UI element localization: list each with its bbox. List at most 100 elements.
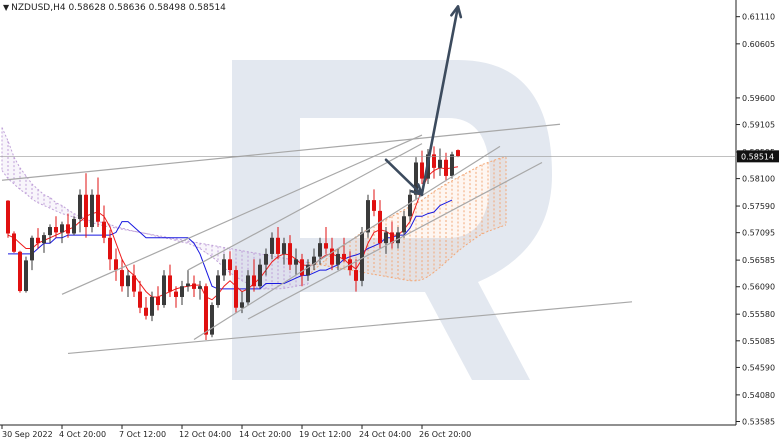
- candle: [390, 221, 394, 249]
- candle-body: [174, 291, 178, 297]
- candle: [198, 280, 202, 300]
- candle-body: [342, 253, 346, 260]
- candle-body: [366, 200, 370, 233]
- arrow-shaft: [384, 158, 424, 197]
- price-tick-label: 0.59105: [742, 121, 775, 130]
- kijun-sen-line: [8, 199, 453, 290]
- candle-body: [432, 154, 436, 168]
- candle: [66, 213, 70, 238]
- price-tick-label: 0.61110: [742, 13, 775, 22]
- candle: [126, 270, 130, 297]
- price-tick-label: 0.57095: [742, 229, 775, 238]
- collapse-triangle-icon: ▼: [3, 3, 10, 12]
- watermark-logo: [232, 60, 552, 380]
- candle-body: [78, 194, 82, 219]
- candle-body: [144, 307, 148, 316]
- price-tick-label: 0.53585: [742, 418, 775, 427]
- time-tick-label: 24 Oct 04:00: [359, 430, 411, 439]
- candle-body: [210, 305, 214, 335]
- candle: [342, 237, 346, 262]
- candle: [282, 237, 286, 265]
- candle-body: [12, 233, 16, 252]
- candle: [210, 302, 214, 338]
- candle: [456, 149, 460, 158]
- candle-body: [96, 194, 100, 222]
- candle-body: [108, 237, 112, 260]
- candle: [258, 259, 262, 289]
- candle-body: [162, 275, 166, 306]
- candle-body: [60, 224, 64, 233]
- time-tick-label: 7 Oct 12:00: [119, 430, 166, 439]
- time-tick-label: 19 Oct 12:00: [299, 430, 351, 439]
- price-tick-label: 0.54080: [742, 391, 775, 400]
- candle-body: [84, 194, 88, 228]
- price-tick-label: 0.59600: [742, 94, 775, 103]
- candle: [354, 259, 358, 292]
- candle: [42, 232, 46, 253]
- candle-body: [90, 194, 94, 228]
- time-axis: 30 Sep 2022 4 Oct 20:00 7 Oct 12:00 12 Oct …: [0, 424, 736, 439]
- candle: [228, 251, 232, 276]
- candle: [174, 286, 178, 308]
- price-tick-label: 0.57590: [742, 202, 775, 211]
- candle: [150, 291, 154, 322]
- candle: [312, 248, 316, 271]
- candle: [402, 210, 406, 238]
- tenkan-sen-path: [7, 166, 459, 301]
- candle: [30, 235, 34, 271]
- trendline: [1, 123, 561, 181]
- bullish-cloud-span-b: [307, 224, 507, 282]
- candle: [24, 256, 28, 293]
- candle-body: [408, 194, 412, 217]
- trendline: [193, 145, 501, 340]
- candle: [288, 235, 292, 271]
- price-tick-label: 0.58100: [742, 175, 775, 184]
- candle: [336, 248, 340, 271]
- candle-body: [198, 286, 202, 289]
- price-tick-label: 0.56585: [742, 256, 775, 265]
- candle-body: [390, 232, 394, 244]
- candle: [108, 229, 112, 271]
- candle: [216, 270, 220, 308]
- candle-body: [456, 150, 460, 157]
- candle-body: [42, 235, 46, 244]
- time-tick-label: 4 Oct 20:00: [59, 430, 106, 439]
- candle: [138, 280, 142, 314]
- current-price-label: 0.58514: [741, 152, 774, 161]
- bearish-cloud-span-b: [1, 170, 309, 263]
- price-tick-label: 0.60605: [742, 40, 775, 49]
- candle: [186, 270, 190, 292]
- time-tick-label: 26 Oct 20:00: [419, 430, 471, 439]
- candle-body: [204, 286, 208, 335]
- candle: [84, 173, 88, 238]
- forecast-arrows: [384, 5, 463, 197]
- candle: [252, 259, 256, 292]
- candle-body: [270, 237, 274, 254]
- candle: [54, 216, 58, 238]
- candle-body: [24, 260, 28, 292]
- time-tick-label: 30 Sep 2022: [2, 430, 53, 439]
- candle: [72, 216, 76, 236]
- bullish-cloud-span-a: [307, 156, 507, 276]
- candle: [450, 151, 454, 179]
- candle-body: [360, 232, 364, 281]
- candle-body: [30, 237, 34, 261]
- candle-body: [276, 237, 280, 254]
- candle-body: [156, 296, 160, 306]
- current-price-tag: 0.58514: [737, 150, 779, 163]
- candle: [60, 221, 64, 244]
- candle: [90, 189, 94, 233]
- candle: [306, 259, 310, 281]
- candle: [270, 232, 274, 260]
- symbol-label: NZDUSD,H4: [11, 3, 66, 13]
- candle-body: [336, 253, 340, 265]
- candle: [36, 228, 40, 249]
- candle: [432, 146, 436, 179]
- candle-body: [228, 259, 232, 271]
- candle: [438, 148, 442, 176]
- candle-body: [384, 232, 388, 244]
- candle-body: [186, 283, 190, 287]
- forecast-arrow: [420, 5, 463, 195]
- candle-body: [318, 243, 322, 257]
- candle-body: [252, 275, 256, 287]
